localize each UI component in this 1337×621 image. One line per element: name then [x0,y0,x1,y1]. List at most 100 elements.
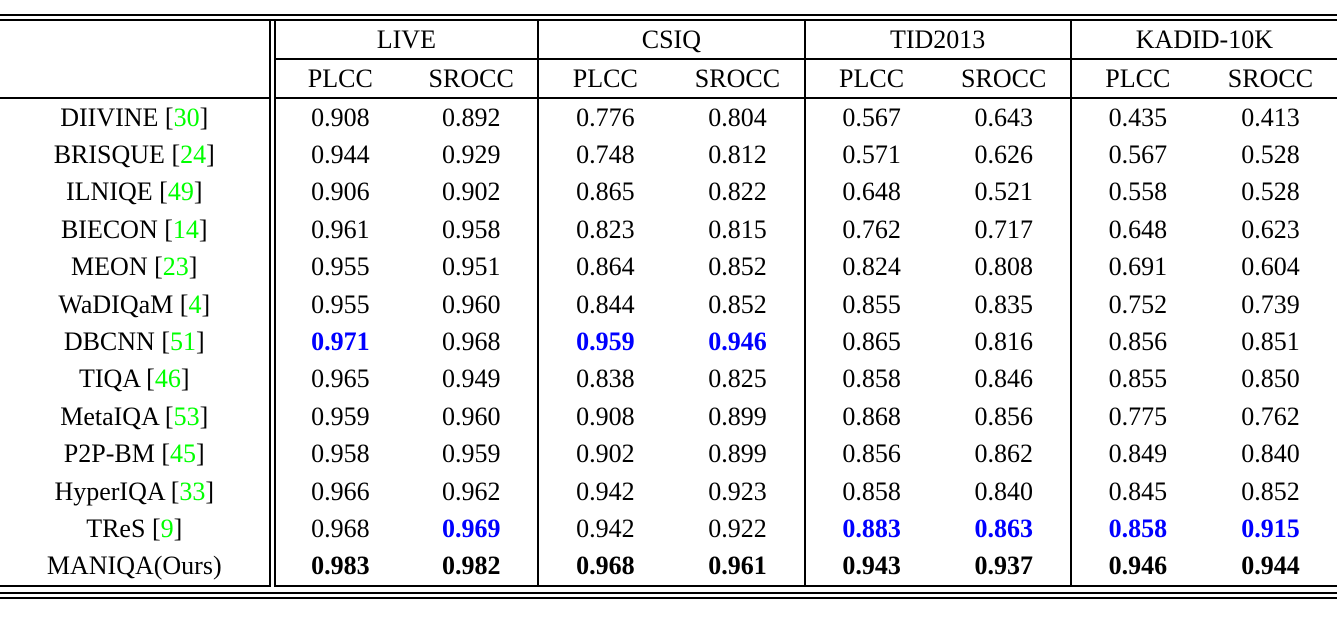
value-cell: 0.899 [708,439,767,469]
value-cell: 0.944 [1241,551,1300,581]
method-cell: ILNIQE [49] [0,173,276,212]
method-cell: DIIVINE [30] [0,98,276,137]
value-cell: 0.946 [708,327,767,357]
value-cell: 0.982 [441,551,501,581]
dataset-header-csiq: CSIQ [537,21,805,60]
citation-number: 49 [167,177,194,207]
value-cell: 0.949 [441,364,501,394]
citation-close-bracket: ] [196,327,205,357]
value-cell: 0.567 [1069,136,1204,174]
value-cell: 0.902 [441,177,501,207]
value-cell: 0.852 [708,252,767,282]
value-cell: 0.816 [974,327,1033,357]
value-cell: 0.825 [708,364,767,394]
method-name: MEON [71,252,148,282]
value-cell: 0.762 [1241,401,1300,431]
metric-header-kadid10k-plcc: PLCC [1069,59,1204,99]
value-cell: 0.937 [974,551,1033,581]
value-cell: 0.567 [803,98,938,137]
table-row: DIIVINE [30] 0.908 0.892 0.776 0.804 0.567 0.6… [0,98,1337,137]
value-cell: 0.968 [441,327,501,357]
method-cell: HyperIQA [33] [0,472,276,511]
method-name: TIQA [78,364,140,394]
citation-number: 33 [179,476,206,506]
method-cell: WaDIQaM [4] [0,285,276,324]
citation-close-bracket: ] [199,102,209,132]
method-cell: MANIQA(Ours) [0,547,276,587]
table-row: BIECON [14] 0.961 0.958 0.823 0.815 0.762 0.71… [0,211,1337,249]
value-cell: 0.971 [311,327,370,357]
value-cell: 0.849 [1069,435,1204,473]
value-cell: 0.955 [311,252,370,282]
citation-open-bracket: [ [173,289,189,319]
value-cell: 0.942 [537,472,672,511]
value-cell: 0.942 [537,510,672,548]
value-cell: 0.648 [803,173,938,212]
method-name: WaDIQaM [58,289,174,319]
value-cell: 0.944 [311,140,370,170]
value-cell: 0.840 [1241,439,1300,469]
value-cell: 0.983 [311,551,370,581]
method-name: P2P-BM [63,439,155,469]
citation-open-bracket: [ [158,102,174,132]
value-cell: 0.969 [441,513,501,543]
method-name: BIECON [60,214,158,244]
value-cell: 0.906 [311,177,370,207]
table-row: TReS [9] 0.968 0.969 0.942 0.922 0.883 0.863 0.… [0,510,1337,548]
citation-open-bracket: [ [139,364,155,394]
value-cell: 0.691 [1069,248,1204,286]
metric-header-csiq-srocc: SROCC [671,59,805,99]
table-row: P2P-BM [45] 0.958 0.959 0.902 0.899 0.856 0.86… [0,435,1337,473]
method-cell: DBCNN [51] [0,323,276,361]
table-row: DBCNN [51] 0.971 0.968 0.959 0.946 0.865 0.816… [0,323,1337,361]
citation-number: 51 [170,327,196,357]
value-cell: 0.965 [311,364,370,394]
citation-open-bracket: [ [158,401,174,431]
value-cell: 0.844 [537,285,672,324]
dataset-header-tid2013: TID2013 [803,21,1071,60]
value-cell: 0.823 [537,211,672,249]
value-cell: 0.892 [441,102,501,132]
value-cell: 0.864 [537,248,672,286]
table-row: MEON [23] 0.955 0.951 0.864 0.852 0.824 0.808 0… [0,248,1337,286]
value-cell: 0.852 [1241,476,1300,506]
method-name: MetaIQA [60,401,159,431]
value-cell: 0.865 [803,323,938,361]
citation-close-bracket: ] [193,177,203,207]
value-cell: 0.775 [1069,398,1204,436]
table-row: MetaIQA [53] 0.959 0.960 0.908 0.899 0.868 0.8… [0,398,1337,436]
table-row: TIQA [46] 0.965 0.949 0.838 0.825 0.858 0.846 0… [0,360,1337,399]
table-row: ILNIQE [49] 0.906 0.902 0.865 0.822 0.648 0.52… [0,173,1337,212]
value-cell: 0.558 [1069,173,1204,212]
table-row: BRISQUE [24] 0.944 0.929 0.748 0.812 0.571 0.6… [0,136,1337,174]
value-cell: 0.521 [974,177,1033,207]
citation-open-bracket: [ [154,327,170,357]
citation-close-bracket: ] [188,252,198,282]
value-cell: 0.856 [974,401,1033,431]
corner-cell [0,21,276,99]
value-cell: 0.962 [441,476,501,506]
method-name: DIIVINE [60,102,159,132]
citation-close-bracket: ] [199,401,209,431]
value-cell: 0.840 [974,476,1033,506]
value-cell: 0.868 [803,398,938,436]
value-cell: 0.959 [537,323,672,361]
value-cell: 0.858 [803,472,938,511]
value-cell: 0.855 [1069,360,1204,399]
value-cell: 0.623 [1241,214,1300,244]
method-cell: MEON [23] [0,248,276,286]
value-cell: 0.748 [537,136,672,174]
citation-number: 9 [160,513,174,543]
citation-close-bracket: ] [201,289,211,319]
value-cell: 0.923 [708,476,767,506]
value-cell: 0.528 [1241,140,1300,170]
value-cell: 0.929 [441,140,501,170]
dataset-header-kadid10k: KADID-10K [1069,21,1337,60]
table-row: HyperIQA [33] 0.966 0.962 0.942 0.923 0.858 0.… [0,472,1337,511]
method-cell: TReS [9] [0,510,276,548]
citation-open-bracket: [ [157,214,173,244]
value-cell: 0.808 [974,252,1033,282]
citation-number: 24 [180,140,207,170]
citation-open-bracket: [ [164,140,181,170]
value-cell: 0.856 [803,435,938,473]
